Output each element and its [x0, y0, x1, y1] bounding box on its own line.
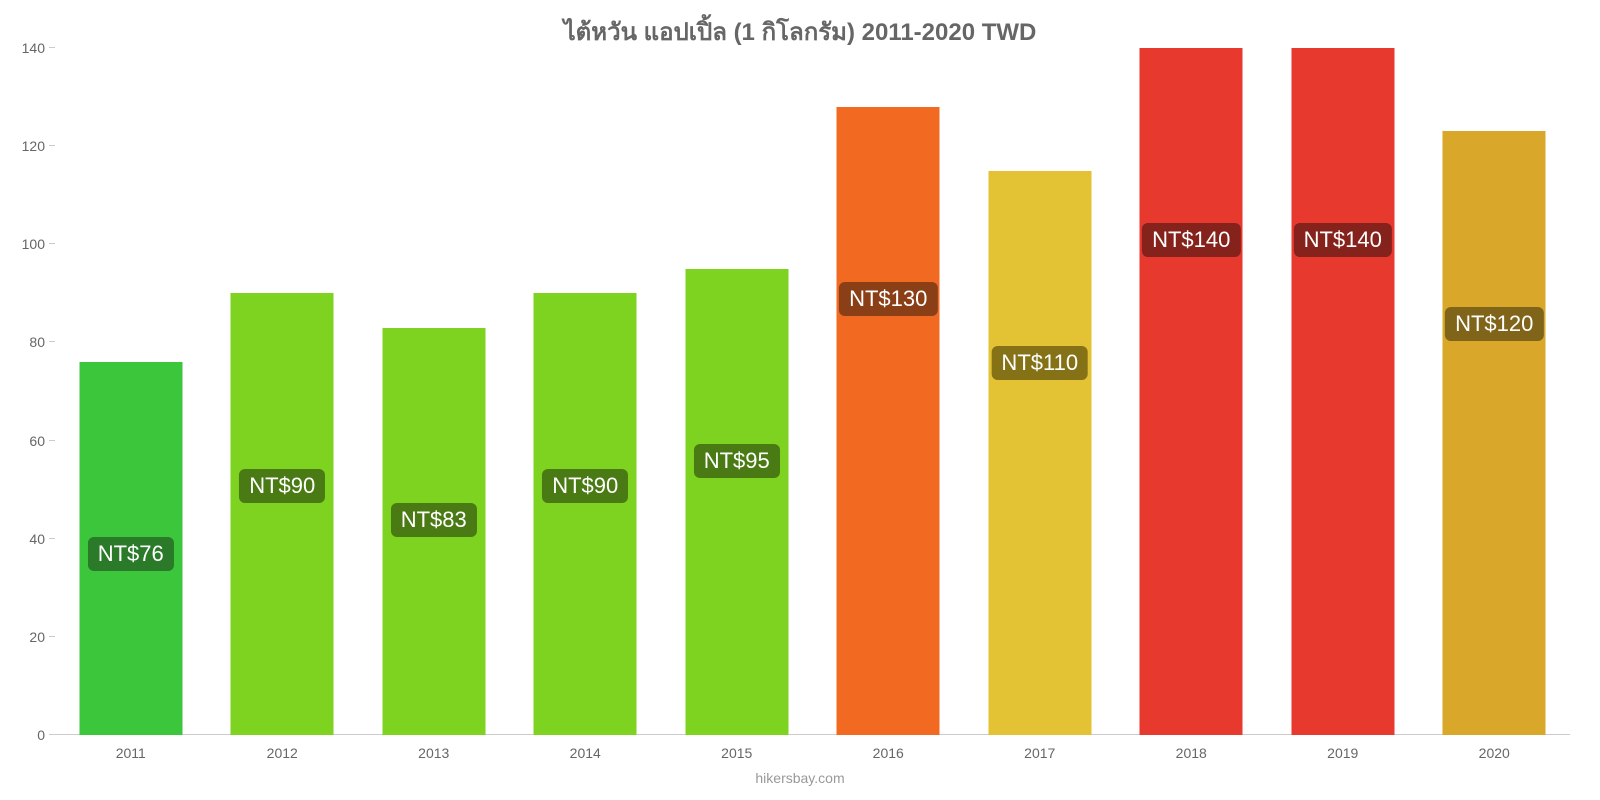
value-badge: NT$140 [1142, 223, 1240, 257]
value-badge: NT$110 [991, 346, 1088, 380]
xtick-label: 2011 [116, 735, 146, 761]
bar [685, 269, 788, 735]
xtick-label: 2020 [1479, 735, 1510, 761]
ytick-label: 0 [37, 727, 55, 743]
plot-area: 0204060801001201402011NT$762012NT$902013… [55, 48, 1570, 735]
bar [837, 107, 940, 735]
ytick-label: 140 [22, 40, 55, 56]
value-badge: NT$90 [542, 469, 628, 503]
ytick-mark [49, 145, 55, 146]
ytick-mark [49, 734, 55, 735]
bar [1291, 48, 1394, 735]
xtick-label: 2012 [267, 735, 298, 761]
value-badge: NT$90 [239, 469, 325, 503]
ytick-mark [49, 636, 55, 637]
bar [534, 293, 637, 735]
ytick-mark [49, 440, 55, 441]
xtick-label: 2014 [570, 735, 601, 761]
xtick-label: 2013 [418, 735, 449, 761]
ytick-label: 20 [29, 629, 55, 645]
ytick-mark [49, 47, 55, 48]
chart-footer: hikersbay.com [0, 770, 1600, 786]
value-badge: NT$83 [391, 503, 477, 537]
ytick-label: 100 [22, 236, 55, 252]
ytick-mark [49, 538, 55, 539]
xtick-label: 2015 [721, 735, 752, 761]
bar [1443, 131, 1546, 735]
value-badge: NT$76 [88, 537, 174, 571]
ytick-label: 120 [22, 138, 55, 154]
bar [231, 293, 334, 735]
ytick-label: 60 [29, 433, 55, 449]
xtick-label: 2018 [1176, 735, 1207, 761]
ytick-mark [49, 243, 55, 244]
chart-title: ไต้หวัน แอปเปิ้ล (1 กิโลกรัม) 2011-2020 … [0, 12, 1600, 51]
bar-chart: ไต้หวัน แอปเปิ้ล (1 กิโลกรัม) 2011-2020 … [0, 0, 1600, 800]
xtick-label: 2017 [1024, 735, 1055, 761]
value-badge: NT$95 [694, 444, 780, 478]
ytick-mark [49, 341, 55, 342]
ytick-label: 80 [29, 334, 55, 350]
bar [988, 171, 1091, 735]
value-badge: NT$140 [1294, 223, 1392, 257]
value-badge: NT$130 [839, 282, 937, 316]
ytick-label: 40 [29, 531, 55, 547]
xtick-label: 2019 [1327, 735, 1358, 761]
value-badge: NT$120 [1445, 307, 1543, 341]
xtick-label: 2016 [873, 735, 904, 761]
bar [1140, 48, 1243, 735]
